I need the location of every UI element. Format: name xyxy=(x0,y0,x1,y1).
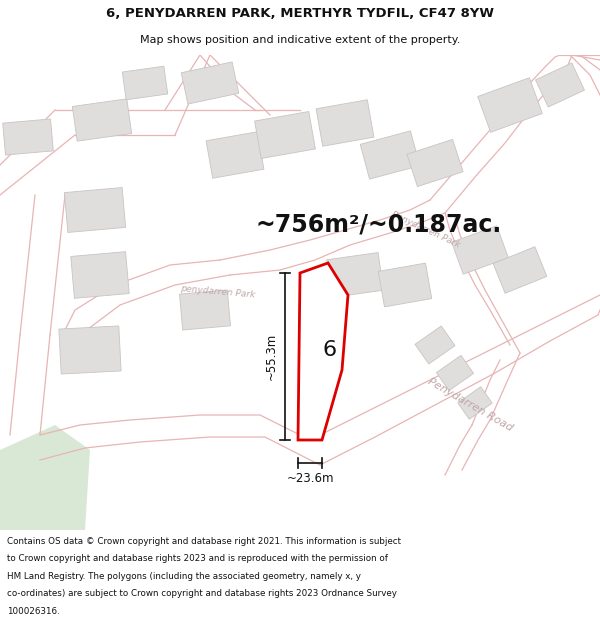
Polygon shape xyxy=(536,63,584,107)
Text: ~23.6m: ~23.6m xyxy=(286,472,334,486)
Polygon shape xyxy=(71,252,129,298)
Polygon shape xyxy=(2,119,53,155)
Text: Contains OS data © Crown copyright and database right 2021. This information is : Contains OS data © Crown copyright and d… xyxy=(7,537,401,546)
Polygon shape xyxy=(407,139,463,187)
Polygon shape xyxy=(179,290,230,330)
Polygon shape xyxy=(493,247,547,293)
Polygon shape xyxy=(316,100,374,146)
Text: HM Land Registry. The polygons (including the associated geometry, namely x, y: HM Land Registry. The polygons (includin… xyxy=(7,572,361,581)
Polygon shape xyxy=(64,188,125,232)
Polygon shape xyxy=(378,263,432,307)
Polygon shape xyxy=(254,111,316,159)
Text: co-ordinates) are subject to Crown copyright and database rights 2023 Ordnance S: co-ordinates) are subject to Crown copyr… xyxy=(7,589,397,598)
Text: 6: 6 xyxy=(323,340,337,360)
Text: Penydarren Road: Penydarren Road xyxy=(426,377,514,433)
Text: 100026316.: 100026316. xyxy=(7,607,60,616)
Text: 6, PENYDARREN PARK, MERTHYR TYDFIL, CF47 8YW: 6, PENYDARREN PARK, MERTHYR TYDFIL, CF47… xyxy=(106,8,494,20)
Polygon shape xyxy=(326,253,383,298)
Text: Penydarren Park: Penydarren Park xyxy=(390,210,461,250)
Text: to Crown copyright and database rights 2023 and is reproduced with the permissio: to Crown copyright and database rights 2… xyxy=(7,554,388,563)
Polygon shape xyxy=(73,99,131,141)
Text: Map shows position and indicative extent of the property.: Map shows position and indicative extent… xyxy=(140,34,460,44)
Text: ~756m²/~0.187ac.: ~756m²/~0.187ac. xyxy=(255,213,501,237)
Polygon shape xyxy=(415,326,455,364)
Polygon shape xyxy=(206,132,264,178)
Polygon shape xyxy=(452,226,508,274)
Text: ~55.3m: ~55.3m xyxy=(265,333,277,380)
Polygon shape xyxy=(181,62,239,104)
Polygon shape xyxy=(478,78,542,132)
Polygon shape xyxy=(298,263,348,440)
Polygon shape xyxy=(59,326,121,374)
Polygon shape xyxy=(0,425,90,530)
Polygon shape xyxy=(360,131,420,179)
Polygon shape xyxy=(122,66,168,100)
Polygon shape xyxy=(458,387,492,419)
Polygon shape xyxy=(436,356,473,391)
Text: penydarren Park: penydarren Park xyxy=(180,284,256,300)
